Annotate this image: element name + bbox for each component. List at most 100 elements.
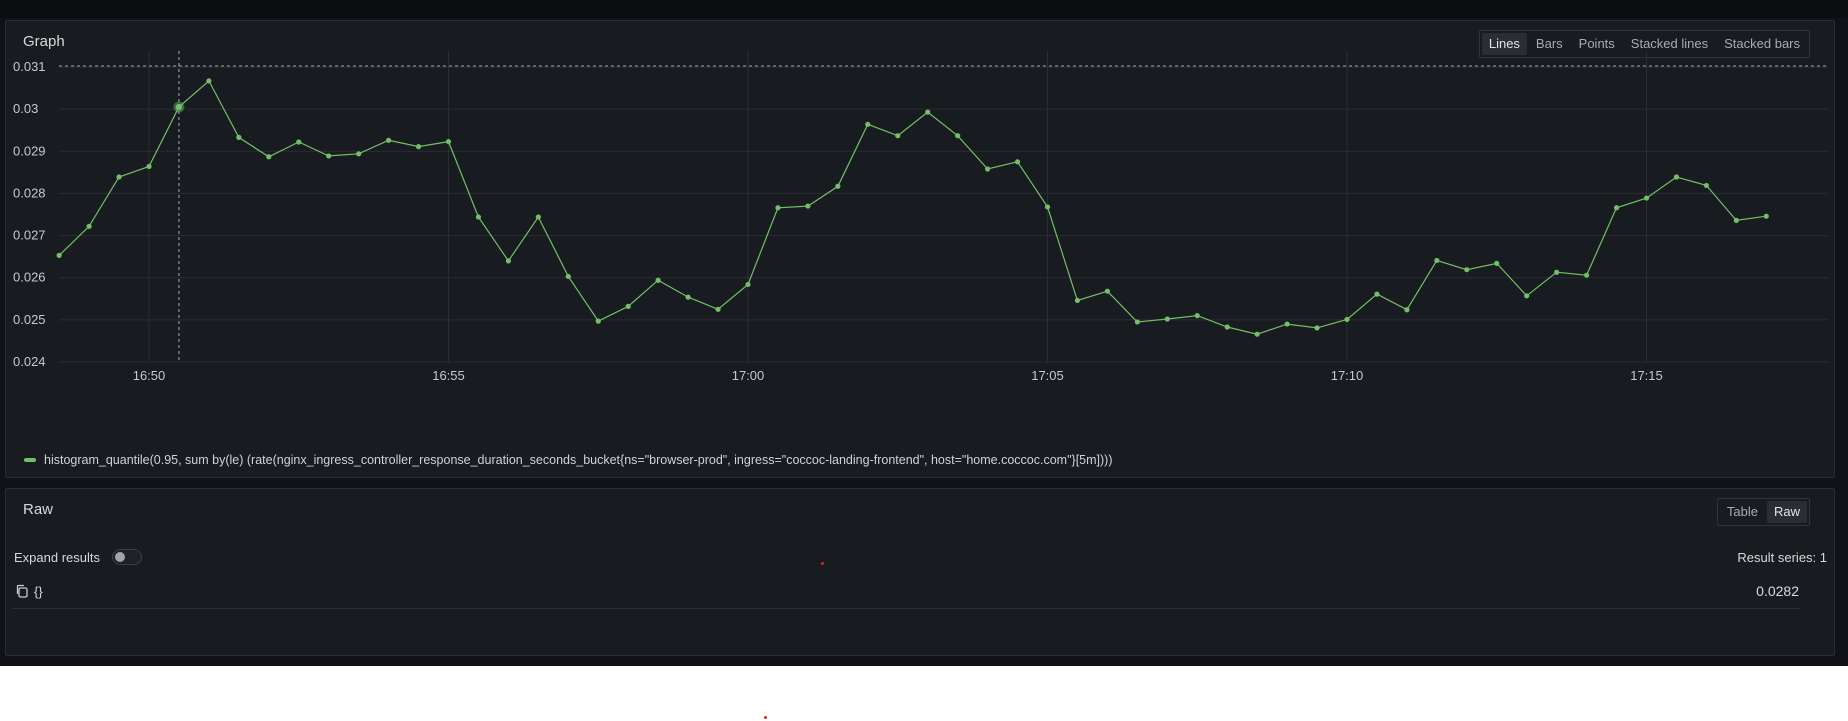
data-point	[745, 281, 751, 288]
app: Graph Lines Bars Points Stacked lines St…	[0, 0, 1848, 666]
data-point	[685, 294, 691, 300]
x-tick-label: 17:15	[1630, 368, 1663, 383]
expand-results: Expand results	[14, 549, 142, 565]
data-point	[206, 78, 212, 84]
data-point	[1344, 316, 1350, 323]
toggle-knob	[115, 552, 125, 562]
data-point	[1703, 182, 1709, 189]
x-tick-label: 17:05	[1031, 368, 1064, 383]
data-point	[386, 137, 392, 143]
data-point	[56, 252, 62, 258]
y-tick-label: 0.025	[13, 312, 46, 327]
data-point	[1194, 313, 1200, 319]
data-point	[865, 121, 871, 127]
data-point	[1554, 269, 1560, 275]
x-tick-label: 17:10	[1331, 368, 1364, 383]
data-point	[1763, 213, 1769, 219]
data-point	[1104, 288, 1110, 294]
data-point	[236, 134, 242, 140]
mode-lines-button[interactable]: Lines	[1481, 33, 1527, 55]
y-tick-label: 0.029	[13, 143, 46, 158]
data-point	[266, 154, 272, 160]
x-tick-label: 16:50	[133, 368, 166, 383]
y-tick-label: 0.024	[13, 354, 46, 369]
data-point	[1044, 204, 1051, 210]
data-point	[535, 214, 541, 220]
legend-series-name: histogram_quantile(0.95, sum by(le) (rat…	[44, 453, 1113, 467]
data-point	[146, 163, 152, 170]
series-value: 0.0282	[1756, 583, 1799, 599]
raw-panel: Raw Table Raw Expand results Result seri…	[5, 488, 1835, 656]
data-point	[1464, 267, 1470, 273]
y-tick-label: 0.027	[13, 228, 46, 243]
data-point	[625, 303, 631, 309]
data-point	[1673, 174, 1680, 180]
data-point	[1404, 307, 1410, 313]
expand-results-label: Expand results	[14, 549, 100, 565]
data-point	[1074, 297, 1081, 304]
table-row: {} 0.0282	[12, 574, 1801, 609]
series-labels: {}	[34, 583, 43, 599]
cursor-marker	[821, 562, 824, 565]
data-point	[1014, 159, 1021, 165]
data-point	[1374, 291, 1380, 297]
y-tick-label: 0.03	[13, 101, 38, 116]
data-point	[1224, 324, 1230, 330]
data-point	[1314, 325, 1320, 331]
data-point	[565, 273, 571, 280]
data-point	[595, 318, 601, 324]
x-tick-label: 16:55	[432, 368, 465, 383]
raw-panel-title: Raw	[23, 501, 54, 518]
time-series-chart[interactable]: 0.024 0.025 0.026 0.027 0.028 0.029 0.03 0.031 1…	[6, 21, 1834, 441]
data-point	[1584, 272, 1590, 278]
data-point	[505, 258, 511, 264]
cursor-marker	[764, 716, 767, 719]
data-point	[1613, 205, 1620, 211]
data-point	[775, 205, 781, 211]
data-point	[1733, 217, 1739, 223]
legend-swatch	[24, 458, 36, 462]
data-point	[1524, 293, 1530, 299]
data-point	[1134, 319, 1140, 325]
data-point	[86, 223, 92, 229]
data-point	[715, 306, 721, 312]
mode-table-button[interactable]: Table	[1726, 504, 1758, 519]
data-point	[985, 166, 991, 172]
y-tick-label: 0.031	[13, 59, 46, 74]
hover-point	[175, 103, 183, 111]
expand-results-toggle[interactable]	[112, 549, 142, 565]
data-point	[805, 203, 811, 209]
graph-panel: Graph Lines Bars Points Stacked lines St…	[5, 20, 1835, 478]
data-point	[475, 214, 482, 220]
data-point	[1284, 321, 1290, 327]
data-point	[1254, 331, 1260, 337]
data-point	[1164, 316, 1170, 322]
data-point	[116, 174, 122, 180]
x-tick-label: 17:00	[732, 368, 765, 383]
data-point	[296, 139, 302, 145]
series-line	[58, 79, 1767, 335]
result-series-count: Result series: 1	[1737, 550, 1827, 565]
copy-icon[interactable]	[14, 583, 30, 599]
data-point	[356, 151, 362, 157]
mode-stacked-lines-button[interactable]: Stacked lines	[1630, 36, 1709, 51]
data-point	[895, 133, 901, 139]
data-point	[1494, 260, 1500, 266]
data-point	[445, 138, 452, 145]
data-point	[326, 153, 332, 159]
top-bar	[0, 0, 1848, 18]
data-point	[655, 277, 661, 283]
mode-bars-button[interactable]: Bars	[1535, 36, 1563, 51]
mode-points-button[interactable]: Points	[1578, 36, 1615, 51]
chart-legend[interactable]: histogram_quantile(0.95, sum by(le) (rat…	[24, 453, 1113, 467]
y-tick-label: 0.028	[13, 185, 46, 200]
graph-panel-title: Graph	[23, 33, 65, 50]
y-tick-label: 0.026	[13, 270, 46, 285]
data-point	[835, 183, 841, 189]
data-point	[1434, 257, 1440, 264]
data-point	[1643, 195, 1650, 201]
mode-raw-button[interactable]: Raw	[1766, 501, 1807, 523]
data-point	[955, 133, 961, 139]
mode-stacked-bars-button[interactable]: Stacked bars	[1724, 36, 1800, 51]
data-point	[925, 109, 931, 115]
